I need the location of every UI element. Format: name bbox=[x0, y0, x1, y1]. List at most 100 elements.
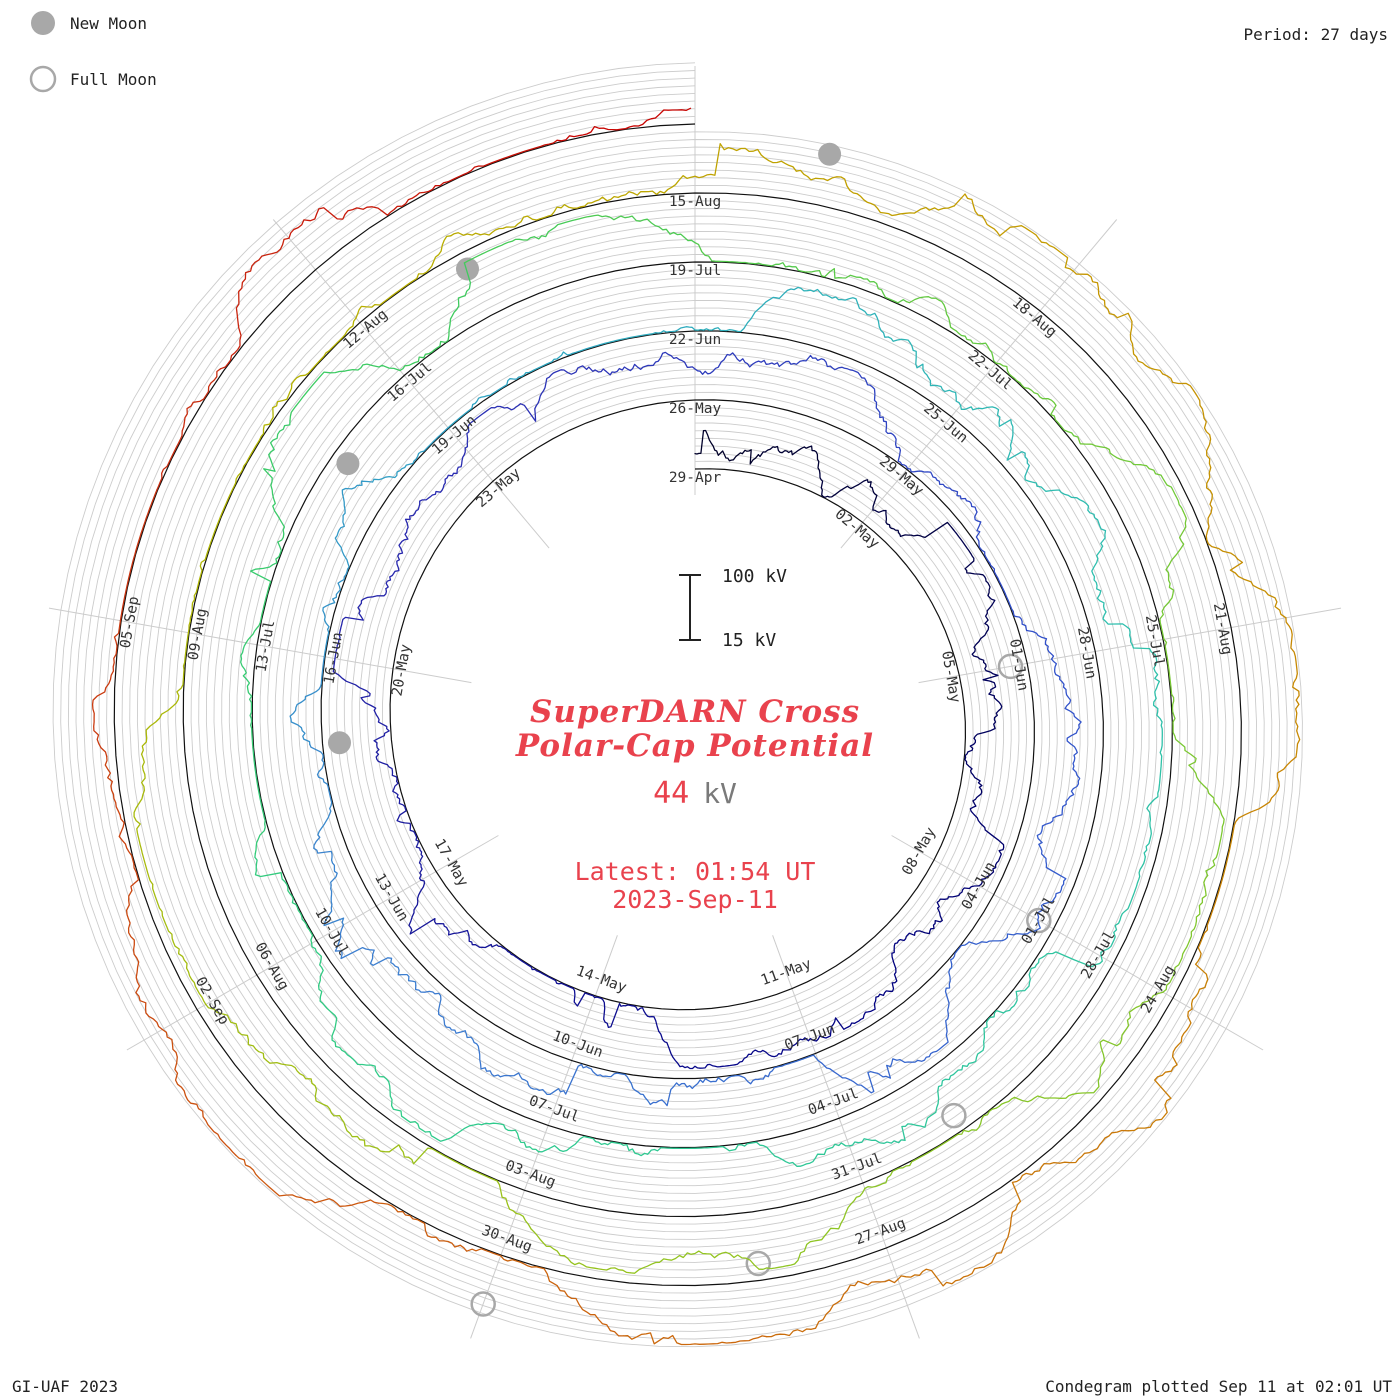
potential-trace-segment bbox=[905, 296, 997, 364]
potential-trace-segment bbox=[611, 351, 696, 373]
date-label: 22-Jun bbox=[669, 332, 721, 348]
date-label: 26-May bbox=[669, 401, 722, 417]
potential-trace-segment bbox=[952, 529, 991, 597]
potential-trace-segment bbox=[694, 286, 799, 333]
date-label: 20-May bbox=[389, 643, 414, 698]
potential-trace-segment bbox=[962, 1092, 1089, 1133]
potential-trace-segment bbox=[766, 1278, 899, 1338]
potential-trace-segment bbox=[252, 747, 266, 855]
potential-trace-segment bbox=[1131, 644, 1163, 750]
date-label: 19-Jul bbox=[669, 263, 721, 279]
potential-trace-segment bbox=[1143, 748, 1163, 858]
potential-trace-segment bbox=[447, 375, 523, 429]
potential-trace-segment bbox=[865, 380, 909, 470]
date-label: 25-Jun bbox=[920, 401, 970, 447]
moon-markers-layer bbox=[328, 142, 1052, 1317]
kv-gridline-spiral bbox=[90, 100, 1265, 1309]
potential-trace-segment bbox=[1072, 270, 1164, 375]
kv-gridline-spiral bbox=[75, 85, 1280, 1325]
potential-trace-segment bbox=[950, 919, 1041, 965]
date-label: 05-Sep bbox=[118, 595, 143, 649]
latest-time: Latest: 01:54 UT bbox=[575, 857, 816, 886]
potential-trace-segment bbox=[629, 1250, 760, 1274]
date-label: 16-Jul bbox=[385, 359, 435, 405]
potential-trace-segment bbox=[1041, 743, 1081, 827]
potential-trace-segment bbox=[694, 352, 780, 375]
potential-trace-segment bbox=[515, 1212, 632, 1274]
radial-spoke bbox=[48, 607, 472, 684]
potential-trace-segment bbox=[272, 317, 357, 409]
potential-trace-segment bbox=[758, 1187, 866, 1270]
potential-trace-segment bbox=[161, 1028, 237, 1156]
current-value-unit: kV bbox=[703, 777, 737, 810]
potential-trace-segment bbox=[1127, 1008, 1193, 1132]
date-label: 21-Aug bbox=[1210, 602, 1235, 656]
current-value-number: 44 bbox=[653, 776, 689, 811]
new-moon-legend-label: New Moon bbox=[70, 14, 147, 33]
potential-trace-segment bbox=[408, 879, 470, 936]
potential-trace-segment bbox=[1011, 1129, 1129, 1211]
potential-trace-segment bbox=[427, 139, 558, 193]
potential-trace-segment bbox=[385, 512, 416, 590]
potential-trace-segment bbox=[1091, 545, 1134, 646]
radial-spoke bbox=[272, 219, 550, 549]
potential-trace-segment bbox=[575, 214, 696, 244]
potential-trace-segment bbox=[289, 363, 401, 422]
potential-trace-segment bbox=[263, 419, 291, 543]
potential-trace-segment bbox=[848, 1090, 940, 1147]
potential-trace-segment bbox=[953, 193, 1074, 272]
potential-trace-segment bbox=[743, 1141, 850, 1167]
potential-trace-segment bbox=[289, 655, 325, 746]
potential-trace-segment bbox=[1190, 879, 1223, 1010]
scale-bar: 100 kV 15 kV bbox=[679, 566, 787, 651]
potential-trace-segment bbox=[1285, 617, 1301, 758]
potential-trace-segment bbox=[334, 588, 388, 660]
potential-trace-segment bbox=[973, 670, 1003, 739]
potential-trace-segment bbox=[872, 509, 955, 539]
new-moon-marker bbox=[328, 731, 351, 755]
new-moon-marker bbox=[818, 142, 842, 166]
credit-right: Condegram plotted Sep 11 at 02:01 UT bbox=[1045, 1377, 1392, 1396]
potential-trace-segment bbox=[1050, 658, 1082, 745]
moon-legend: New Moon Full Moon bbox=[29, 11, 157, 93]
potential-trace-segment bbox=[797, 286, 889, 338]
new-moon-marker bbox=[336, 452, 360, 476]
potential-trace-segment bbox=[974, 511, 1004, 590]
potential-trace-segment bbox=[235, 1154, 380, 1207]
potential-trace-segment bbox=[959, 404, 1030, 477]
potential-trace-segment bbox=[864, 1129, 965, 1190]
potential-trace-segment bbox=[537, 1135, 646, 1157]
kv-gridline-spiral bbox=[67, 77, 1288, 1332]
potential-trace-segment bbox=[463, 218, 577, 264]
kv-gridline-spiral bbox=[60, 70, 1296, 1340]
date-label: 29-Apr bbox=[669, 470, 722, 486]
potential-trace-segment bbox=[817, 1058, 919, 1094]
credit-left: GI-UAF 2023 bbox=[12, 1377, 118, 1396]
date-label: 05-May bbox=[938, 650, 963, 705]
kv-gridline-spiral bbox=[106, 115, 1250, 1294]
potential-trace-segment bbox=[535, 365, 613, 407]
date-label: 04-Jul bbox=[806, 1086, 861, 1119]
kv-gridline-spiral bbox=[83, 92, 1273, 1317]
full-moon-marker bbox=[997, 653, 1024, 680]
date-label: 17-May bbox=[431, 836, 471, 890]
potential-trace-segment bbox=[313, 834, 345, 927]
potential-trace-segment bbox=[187, 516, 221, 634]
kv-gridline-spiral bbox=[52, 62, 1303, 1348]
potential-trace-segment bbox=[643, 1144, 746, 1155]
potential-trace-segment bbox=[91, 620, 122, 757]
potential-trace-segment bbox=[594, 996, 660, 1033]
potential-trace-segment bbox=[735, 1054, 819, 1085]
potential-trace-segment bbox=[1002, 588, 1055, 660]
date-label: 16-Jun bbox=[321, 631, 346, 685]
potential-trace-segment bbox=[887, 336, 962, 407]
full-moon-marker bbox=[1026, 907, 1052, 934]
scale-max-label: 100 kV bbox=[722, 566, 787, 587]
potential-trace-segment bbox=[1002, 951, 1103, 1014]
potential-trace-segment bbox=[694, 429, 760, 465]
potential-trace-segment bbox=[995, 362, 1079, 438]
new-moon-marker bbox=[456, 257, 479, 281]
potential-trace-segment bbox=[969, 805, 1005, 887]
potential-trace-segment bbox=[649, 1074, 737, 1107]
date-label: 18-Aug bbox=[1009, 295, 1059, 341]
